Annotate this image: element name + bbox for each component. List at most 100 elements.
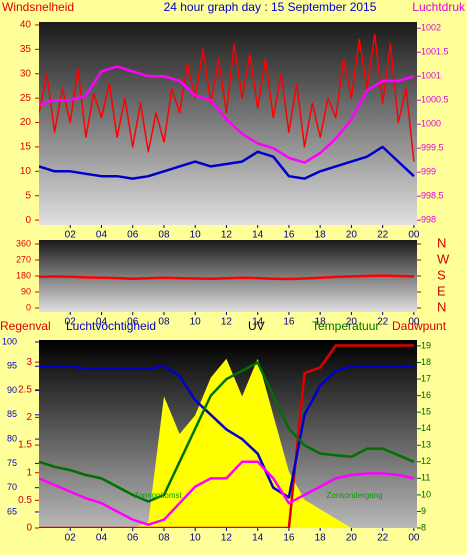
x-tick-label: 20 <box>346 317 358 328</box>
legend-label: Temperatuur <box>312 319 379 333</box>
y-tick-label: 270 <box>16 254 31 264</box>
x-tick-label: 02 <box>65 533 77 544</box>
y-tick-label: 999.5 <box>421 143 444 153</box>
y2-axis-label: Luchtdruk <box>412 0 466 14</box>
series-area <box>39 358 414 528</box>
x-tick-label: 14 <box>252 317 264 328</box>
x-tick-label: 12 <box>221 317 233 328</box>
y-tick-label: 2 <box>26 412 32 423</box>
y-tick-label: 0 <box>25 215 31 226</box>
x-tick-label: 18 <box>315 230 327 241</box>
y-tick-label: 35 <box>20 44 32 55</box>
y-tick-label: N <box>437 235 446 250</box>
series-line <box>39 33 415 162</box>
legend-label: UV <box>248 319 265 333</box>
legend-label: Dauwpunt <box>392 319 447 333</box>
y-tick-label: 14 <box>421 423 431 433</box>
x-tick-label: 10 <box>190 533 202 544</box>
x-tick-label: 00 <box>408 230 420 241</box>
y-tick-label: 20 <box>20 117 32 128</box>
y-tick-label: 95 <box>7 361 17 371</box>
x-tick-label: 04 <box>96 317 108 328</box>
x-tick-label: 10 <box>190 317 202 328</box>
x-tick-label: 16 <box>283 317 295 328</box>
x-tick-label: 02 <box>65 317 77 328</box>
y-tick-label: 1001 <box>421 71 441 81</box>
legend-label: Luchtvochtigheid <box>66 319 156 333</box>
y-tick-label: 8 <box>421 522 426 532</box>
x-tick-label: 02 <box>65 230 77 241</box>
x-tick-label: 04 <box>96 230 108 241</box>
y-tick-label: 5 <box>25 190 31 201</box>
y-tick-label: 12 <box>421 456 431 466</box>
series-group <box>39 344 415 528</box>
x-tick-label: 08 <box>158 317 170 328</box>
x-tick-label: 18 <box>315 533 327 544</box>
y-tick-label: E <box>437 283 446 298</box>
x-tick-label: 06 <box>127 317 139 328</box>
x-tick-label: 06 <box>127 230 139 241</box>
series-line <box>39 361 415 503</box>
series-line <box>39 460 415 526</box>
y-tick-label: 0 <box>26 523 32 534</box>
y-tick-label: 180 <box>16 270 31 280</box>
y-tick-label: 85 <box>7 409 17 419</box>
x-tick-label: 22 <box>377 317 389 328</box>
y-tick-label: 15 <box>20 142 32 153</box>
x-tick-label: 16 <box>283 533 295 544</box>
y-tick-label: 3 <box>26 357 32 368</box>
x-tick-label: 16 <box>283 230 295 241</box>
x-tick-label: 14 <box>252 230 264 241</box>
annotation: Zonsopkomst <box>134 491 183 500</box>
y-axis-label: Windsnelheid <box>2 0 74 14</box>
x-tick-label: 00 <box>408 533 420 544</box>
y-tick-label: 999 <box>421 167 436 177</box>
y-tick-label: N <box>437 299 446 314</box>
y-tick-label: 65 <box>7 506 17 516</box>
y-tick-label: 998.5 <box>421 191 444 201</box>
x-tick-label: 08 <box>158 230 170 241</box>
y-tick-label: 100 <box>2 336 17 346</box>
y-tick-label: 25 <box>20 93 32 104</box>
x-tick-label: 00 <box>408 317 420 328</box>
x-tick-label: 18 <box>315 317 327 328</box>
x-tick-label: 12 <box>221 230 233 241</box>
y-tick-label: S <box>437 267 446 282</box>
series-group <box>39 274 414 281</box>
x-tick-label: 14 <box>252 533 264 544</box>
y-tick-label: 9 <box>421 506 426 516</box>
series-line <box>39 65 415 164</box>
y-tick-label: 2.5 <box>18 384 32 395</box>
y-tick-label: 1.5 <box>18 440 32 451</box>
x-tick-label: 22 <box>377 533 389 544</box>
y-tick-label: 15 <box>421 407 431 417</box>
y-tick-label: 998 <box>421 215 436 225</box>
y-tick-label: 1 <box>26 467 32 478</box>
y-tick-label: 17 <box>421 373 431 383</box>
y-tick-label: 90 <box>21 286 31 296</box>
y-tick-label: 90 <box>7 385 17 395</box>
annotation: Zonsondergang <box>326 491 382 500</box>
y-tick-label: 10 <box>421 489 431 499</box>
y-tick-label: 13 <box>421 440 431 450</box>
x-tick-label: 22 <box>377 230 389 241</box>
y-tick-label: 40 <box>20 20 32 31</box>
y-tick-label: 16 <box>421 390 431 400</box>
series-line <box>39 145 415 180</box>
y-tick-label: 0.5 <box>18 495 32 506</box>
y-tick-label: 18 <box>421 357 431 367</box>
series-line <box>39 344 414 528</box>
series-line <box>39 364 414 499</box>
y-tick-label: 1002 <box>421 23 441 33</box>
series-line <box>39 274 414 281</box>
plot-area <box>39 22 417 225</box>
x-tick-label: 10 <box>190 230 202 241</box>
y-tick-label: 1000.5 <box>421 95 449 105</box>
y-tick-label: 19 <box>421 340 431 350</box>
x-tick-label: 04 <box>96 533 108 544</box>
y-tick-label: 30 <box>20 68 32 79</box>
y-tick-label: 360 <box>16 238 31 248</box>
chart-title: 24 hour graph day : 15 September 2015 <box>164 0 377 14</box>
y-tick-label: 1001.5 <box>421 47 449 57</box>
